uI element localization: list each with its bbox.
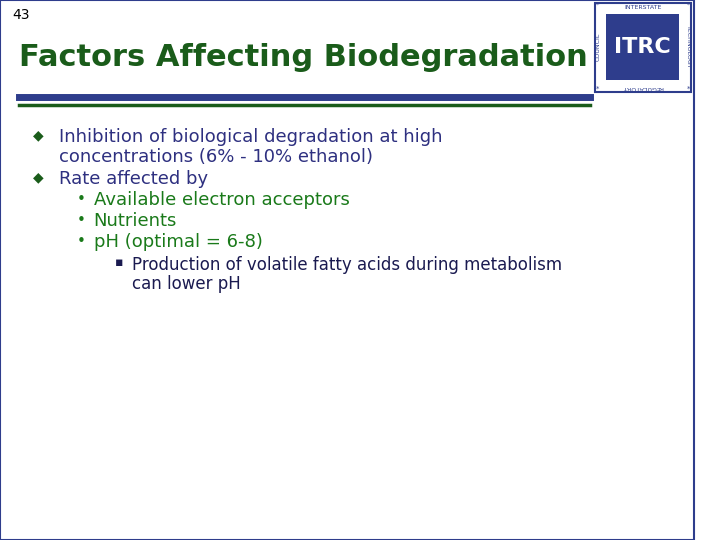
Text: 43: 43 (12, 8, 30, 22)
Text: TECHNOLOGY: TECHNOLOGY (686, 25, 691, 69)
Text: pH (optimal = 6-8): pH (optimal = 6-8) (94, 233, 263, 251)
Text: *: * (595, 2, 599, 8)
Text: Available electron acceptors: Available electron acceptors (94, 191, 349, 209)
FancyBboxPatch shape (606, 14, 679, 80)
Text: COUNCIL: COUNCIL (595, 33, 600, 61)
Text: *: * (687, 2, 690, 8)
Text: •: • (76, 213, 85, 228)
Text: concentrations (6% - 10% ethanol): concentrations (6% - 10% ethanol) (59, 148, 373, 166)
Text: •: • (76, 234, 85, 249)
Text: Rate affected by: Rate affected by (59, 170, 208, 187)
Text: *: * (595, 86, 599, 92)
Text: Inhibition of biological degradation at high: Inhibition of biological degradation at … (59, 128, 443, 146)
FancyBboxPatch shape (595, 3, 691, 92)
Text: ▪: ▪ (114, 256, 123, 269)
Text: *: * (687, 86, 690, 92)
Text: •: • (76, 192, 85, 207)
Text: REGULATORY: REGULATORY (622, 85, 663, 90)
Text: Factors Affecting Biodegradation: Factors Affecting Biodegradation (19, 43, 588, 72)
Text: Production of volatile fatty acids during metabolism: Production of volatile fatty acids durin… (132, 256, 562, 274)
Text: can lower pH: can lower pH (132, 275, 240, 293)
Text: ITRC: ITRC (614, 37, 671, 57)
Text: ◆: ◆ (33, 129, 44, 143)
Text: Nutrients: Nutrients (94, 212, 177, 230)
Text: ◆: ◆ (33, 170, 44, 184)
Text: INTERSTATE: INTERSTATE (624, 5, 662, 10)
